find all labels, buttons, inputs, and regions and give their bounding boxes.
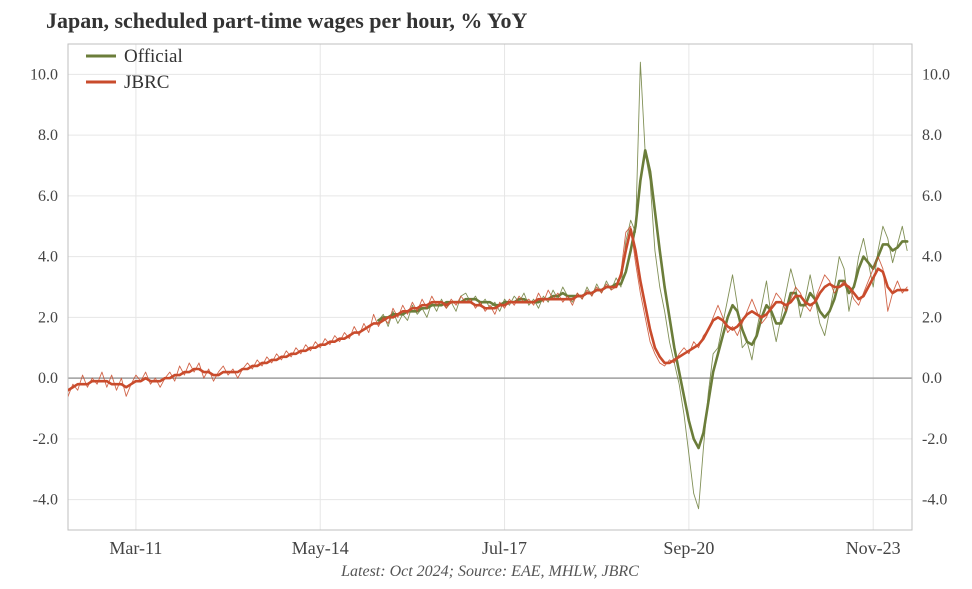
y-tick-label-right: 4.0 xyxy=(922,249,942,266)
y-tick-label-right: 2.0 xyxy=(922,309,942,326)
y-tick-label-right: 6.0 xyxy=(922,188,942,205)
y-tick-label-right: 8.0 xyxy=(922,127,942,144)
chart-caption: Latest: Oct 2024; Source: EAE, MHLW, JBR… xyxy=(340,563,639,580)
legend-label: JBRC xyxy=(124,72,169,93)
x-tick-label: Sep-20 xyxy=(663,538,714,558)
x-tick-label: Mar-11 xyxy=(109,538,162,558)
chart-container: Japan, scheduled part-time wages per hou… xyxy=(0,0,972,589)
chart-title: Japan, scheduled part-time wages per hou… xyxy=(46,8,527,33)
y-tick-label-left: 0.0 xyxy=(38,370,58,387)
y-tick-label-left: 10.0 xyxy=(30,66,58,83)
y-tick-label-right: 10.0 xyxy=(922,66,950,83)
y-tick-label-left: -2.0 xyxy=(33,431,58,448)
y-tick-label-right: -4.0 xyxy=(922,492,947,509)
y-tick-label-left: 8.0 xyxy=(38,127,58,144)
y-tick-label-left: -4.0 xyxy=(33,492,58,509)
x-tick-label: Jul-17 xyxy=(482,538,527,558)
y-tick-label-right: 0.0 xyxy=(922,370,942,387)
y-tick-label-left: 6.0 xyxy=(38,188,58,205)
y-tick-label-right: -2.0 xyxy=(922,431,947,448)
y-tick-label-left: 2.0 xyxy=(38,309,58,326)
legend-label: Official xyxy=(124,46,183,67)
y-tick-label-left: 4.0 xyxy=(38,249,58,266)
x-tick-label: Nov-23 xyxy=(846,538,901,558)
line-chart: Japan, scheduled part-time wages per hou… xyxy=(0,0,972,589)
x-tick-label: May-14 xyxy=(292,538,349,558)
